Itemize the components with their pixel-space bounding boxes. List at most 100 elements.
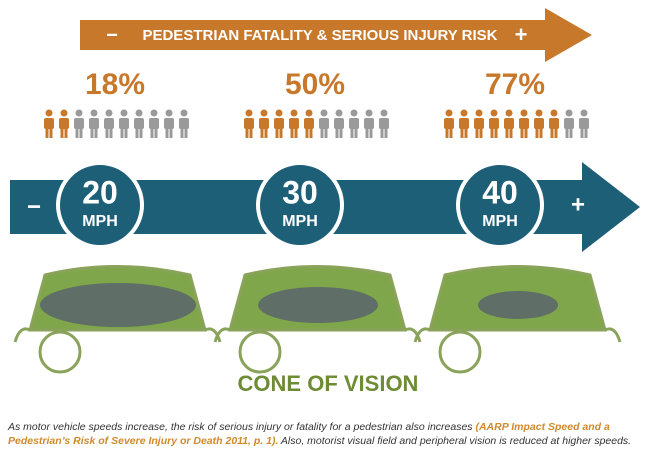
person-leg	[324, 128, 328, 138]
person-head	[535, 109, 543, 117]
person-leg	[290, 128, 294, 138]
person-icon	[134, 109, 144, 138]
person-head	[505, 109, 513, 117]
person-icon	[164, 109, 174, 138]
person-body	[134, 118, 144, 129]
person-body	[289, 118, 299, 129]
speed-value: 30	[282, 174, 318, 210]
person-leg	[584, 128, 588, 138]
person-leg	[384, 128, 388, 138]
person-leg	[490, 128, 494, 138]
person-icon	[349, 109, 359, 138]
person-leg	[105, 128, 109, 138]
person-head	[460, 109, 468, 117]
person-icon	[59, 109, 69, 138]
person-leg	[184, 128, 188, 138]
person-leg	[494, 128, 498, 138]
caption-text: Also, motorist visual field and peripher…	[278, 435, 632, 447]
person-head	[165, 109, 173, 117]
person-body	[119, 118, 129, 129]
person-leg	[120, 128, 124, 138]
person-icon	[534, 109, 544, 138]
person-leg	[309, 128, 313, 138]
speed-value: 20	[82, 174, 118, 210]
person-body	[579, 118, 589, 129]
person-icon	[444, 109, 454, 138]
person-head	[445, 109, 453, 117]
person-leg	[75, 128, 79, 138]
person-leg	[264, 128, 268, 138]
person-head	[320, 109, 328, 117]
person-icon	[564, 109, 574, 138]
person-icon	[149, 109, 159, 138]
person-leg	[369, 128, 373, 138]
speed-unit: MPH	[282, 213, 318, 230]
person-body	[244, 118, 254, 129]
person-leg	[505, 128, 509, 138]
person-leg	[79, 128, 83, 138]
person-leg	[124, 128, 128, 138]
speed-unit: MPH	[82, 213, 118, 230]
person-icon	[504, 109, 514, 138]
person-leg	[475, 128, 479, 138]
person-icon	[179, 109, 189, 138]
person-icon	[319, 109, 329, 138]
person-icon	[274, 109, 284, 138]
person-icon	[519, 109, 529, 138]
person-head	[490, 109, 498, 117]
person-icon	[334, 109, 344, 138]
person-leg	[139, 128, 143, 138]
person-leg	[245, 128, 249, 138]
caption: As motor vehicle speeds increase, the ri…	[8, 420, 648, 448]
speed-value: 40	[482, 174, 518, 210]
person-body	[504, 118, 514, 129]
person-icon	[44, 109, 54, 138]
person-leg	[380, 128, 384, 138]
person-head	[305, 109, 313, 117]
person-head	[350, 109, 358, 117]
person-body	[364, 118, 374, 129]
person-icon	[549, 109, 559, 138]
graphic: − PEDESTRIAN FATALITY & SERIOUS INJURY R…	[10, 8, 640, 396]
person-icon	[304, 109, 314, 138]
person-icon	[459, 109, 469, 138]
car-body	[213, 327, 422, 343]
person-head	[180, 109, 188, 117]
citation: (AARP Impact Speed and a Pedestrian’s Ri…	[8, 421, 610, 447]
person-leg	[180, 128, 184, 138]
person-leg	[565, 128, 569, 138]
person-icon	[289, 109, 299, 138]
risk-percent: 77%	[485, 68, 545, 101]
person-head	[150, 109, 158, 117]
person-leg	[320, 128, 324, 138]
person-icon	[379, 109, 389, 138]
person-leg	[64, 128, 68, 138]
person-icon	[104, 109, 114, 138]
person-head	[290, 109, 298, 117]
vision-cone	[478, 291, 558, 319]
person-body	[474, 118, 484, 129]
risk-plus: +	[515, 22, 528, 47]
person-body	[319, 118, 329, 129]
person-leg	[169, 128, 173, 138]
person-head	[275, 109, 283, 117]
risk-percent: 50%	[285, 68, 345, 101]
person-leg	[550, 128, 554, 138]
person-leg	[354, 128, 358, 138]
person-leg	[60, 128, 64, 138]
person-leg	[449, 128, 453, 138]
person-body	[274, 118, 284, 129]
person-leg	[350, 128, 354, 138]
person-head	[90, 109, 98, 117]
person-body	[164, 118, 174, 129]
person-head	[260, 109, 268, 117]
person-head	[245, 109, 253, 117]
person-body	[74, 118, 84, 129]
steering-wheel	[238, 330, 282, 374]
person-head	[475, 109, 483, 117]
speed-badge	[56, 161, 144, 249]
person-leg	[335, 128, 339, 138]
person-icon	[74, 109, 84, 138]
person-leg	[524, 128, 528, 138]
